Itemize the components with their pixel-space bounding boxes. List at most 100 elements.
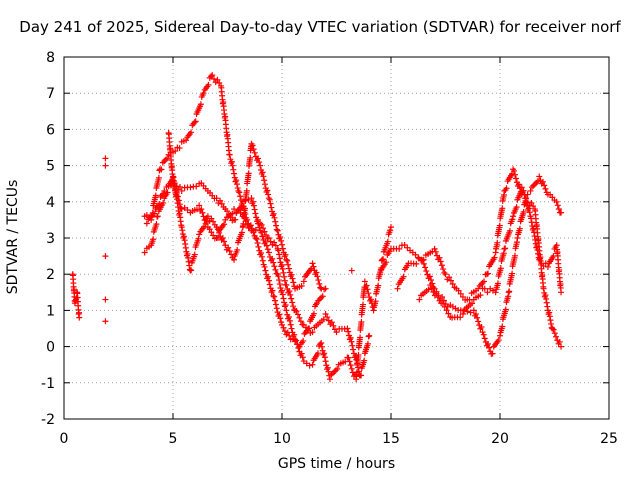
data-point-interpolated — [345, 354, 352, 361]
data-point-interpolated — [322, 358, 329, 365]
data-point-interpolated — [156, 200, 163, 207]
data-point-interpolated — [365, 333, 372, 340]
data-point-interpolated — [314, 273, 321, 280]
data-point-interpolated — [364, 286, 371, 293]
data-point-interpolated — [455, 287, 462, 294]
data-point-interpolated — [279, 291, 286, 298]
data-point-interpolated — [428, 276, 435, 283]
data-point-interpolated — [428, 285, 435, 292]
data-point-interpolated — [245, 170, 252, 177]
data-point-interpolated — [459, 293, 466, 300]
data-point-interpolated — [310, 263, 317, 270]
data-point-interpolated — [234, 246, 241, 253]
data-point — [544, 263, 551, 270]
data-point-interpolated — [263, 242, 270, 249]
data-point-interpolated — [475, 318, 482, 325]
data-point-interpolated — [474, 314, 481, 321]
axis-ticks: 0 5 10 15 20 25 -2 -1 0 1 2 3 4 5 6 7 8 — [41, 50, 618, 447]
y-tick-label: -1 — [41, 376, 55, 392]
data-point-interpolated — [230, 166, 237, 173]
data-point-interpolated — [400, 273, 407, 280]
data-point-interpolated — [317, 284, 324, 291]
data-point-interpolated — [263, 231, 270, 238]
data-point — [309, 361, 316, 368]
data-point-interpolated — [276, 311, 283, 318]
data-point-interpolated — [367, 296, 374, 303]
data-point-interpolated — [404, 244, 411, 251]
data-point-interpolated — [270, 259, 277, 266]
data-point-interpolated — [425, 286, 432, 293]
data-point-interpolated — [512, 175, 519, 182]
data-point-interpolated — [522, 195, 529, 202]
data-point — [377, 271, 384, 278]
data-point-interpolated — [281, 277, 288, 284]
data-point — [226, 151, 233, 158]
data-point-interpolated — [312, 301, 319, 308]
data-point-interpolated — [254, 239, 261, 246]
data-point — [102, 253, 109, 260]
data-point-interpolated — [259, 233, 266, 240]
data-point-interpolated — [279, 265, 286, 272]
data-point-interpolated — [324, 364, 331, 371]
data-point — [154, 213, 161, 220]
data-point-interpolated — [282, 301, 289, 308]
chart-title: Day 241 of 2025, Sidereal Day-to-day VTE… — [19, 18, 621, 36]
data-point-interpolated — [491, 254, 498, 261]
data-point — [558, 209, 565, 216]
x-axis-label: GPS time / hours — [277, 456, 396, 472]
data-point-interpolated — [160, 199, 167, 206]
data-point-interpolated — [258, 229, 265, 236]
data-point-interpolated — [544, 303, 551, 310]
data-point-interpolated — [278, 237, 285, 244]
data-point-interpolated — [297, 318, 304, 325]
x-tick-label: 15 — [382, 431, 400, 447]
data-point — [274, 227, 281, 234]
data-point-interpolated — [290, 279, 297, 286]
data-point-interpolated — [286, 317, 293, 324]
data-point-interpolated — [348, 365, 355, 372]
data-point-interpolated — [210, 232, 217, 239]
data-point-interpolated — [485, 270, 492, 277]
data-point — [141, 249, 148, 256]
data-point — [283, 307, 290, 314]
data-point-interpolated — [334, 365, 341, 372]
data-point — [553, 198, 560, 205]
data-point-interpolated — [273, 222, 280, 229]
data-point-interpolated — [275, 247, 282, 254]
data-point — [540, 285, 547, 292]
data-point-interpolated — [229, 210, 236, 217]
data-point-interpolated — [396, 245, 403, 252]
data-point-interpolated — [281, 328, 288, 335]
y-tick-label: 1 — [46, 303, 55, 319]
data-point-interpolated — [310, 310, 317, 317]
data-point-interpolated — [176, 145, 183, 152]
data-point-interpolated — [251, 149, 258, 156]
data-point — [366, 332, 373, 339]
data-point-interpolated — [277, 315, 284, 322]
data-point-interpolated — [151, 210, 158, 217]
data-point — [196, 202, 203, 209]
data-point-interpolated — [288, 325, 295, 332]
data-point-interpolated — [359, 301, 366, 308]
data-point-interpolated — [261, 177, 268, 184]
data-point — [231, 206, 238, 213]
data-point-interpolated — [280, 295, 287, 302]
data-point-interpolated — [199, 209, 206, 216]
data-point-interpolated — [280, 324, 287, 331]
y-tick-label: 0 — [46, 340, 55, 356]
data-point-interpolated — [534, 178, 541, 185]
data-point-interpolated — [262, 267, 269, 274]
data-point-interpolated — [238, 229, 245, 236]
data-point-interpolated — [494, 280, 501, 287]
y-tick-label: 3 — [46, 231, 55, 247]
data-point-interpolated — [226, 248, 233, 255]
data-point — [283, 282, 290, 289]
data-point-interpolated — [208, 229, 215, 236]
data-point-interpolated — [526, 209, 533, 216]
data-point — [442, 271, 449, 278]
data-point-interpolated — [347, 362, 354, 369]
data-point-interpolated — [497, 265, 504, 272]
data-point-interpolated — [320, 316, 327, 323]
data-point-interpolated — [318, 343, 325, 350]
